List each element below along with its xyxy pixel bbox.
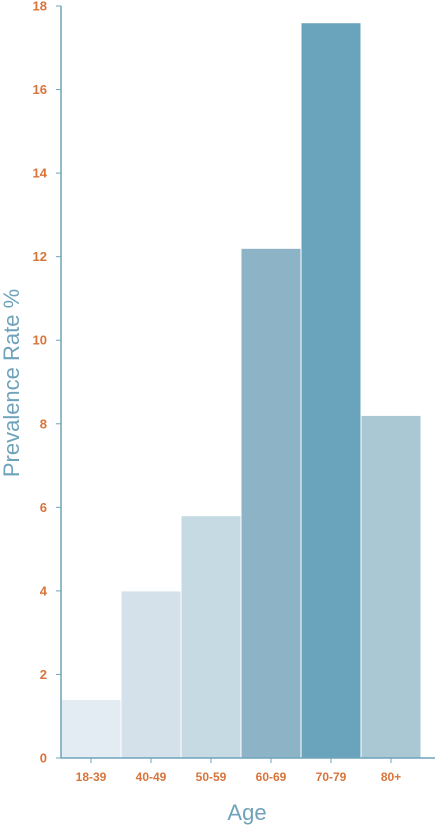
x-tick-label: 70-79 [316, 770, 347, 784]
y-tick-label: 2 [40, 667, 47, 682]
x-axis-ticks: 18-39 40-49 50-59 60-69 70-79 80+ [76, 758, 401, 784]
y-tick-label: 16 [33, 82, 47, 97]
y-tick-label: 14 [33, 166, 48, 181]
y-tick-label: 8 [40, 416, 47, 431]
y-axis-label: Prevalence Rate % [0, 289, 24, 477]
bar-18-39 [60, 699, 122, 759]
x-tick-label: 80+ [381, 770, 401, 784]
x-tick-label: 60-69 [256, 770, 287, 784]
x-axis-label: Age [227, 800, 266, 825]
y-tick-label: 10 [33, 333, 47, 348]
y-tick-label: 18 [33, 0, 47, 14]
bar-50-59 [180, 515, 242, 759]
y-tick-label: 12 [33, 249, 47, 264]
x-tick-label: 18-39 [76, 770, 107, 784]
bar-40-49 [120, 590, 182, 759]
x-tick-label: 50-59 [196, 770, 227, 784]
y-tick-label: 6 [40, 500, 47, 515]
y-tick-label: 0 [40, 751, 47, 766]
bar-60-69 [240, 247, 302, 759]
x-tick-label: 40-49 [136, 770, 167, 784]
y-tick-label: 4 [40, 583, 48, 598]
y-axis-ticks: 0 2 4 6 8 10 12 14 16 18 [33, 0, 61, 766]
bar-70-79 [300, 22, 362, 759]
bars-group [60, 22, 422, 759]
bar-80+ [360, 414, 422, 759]
